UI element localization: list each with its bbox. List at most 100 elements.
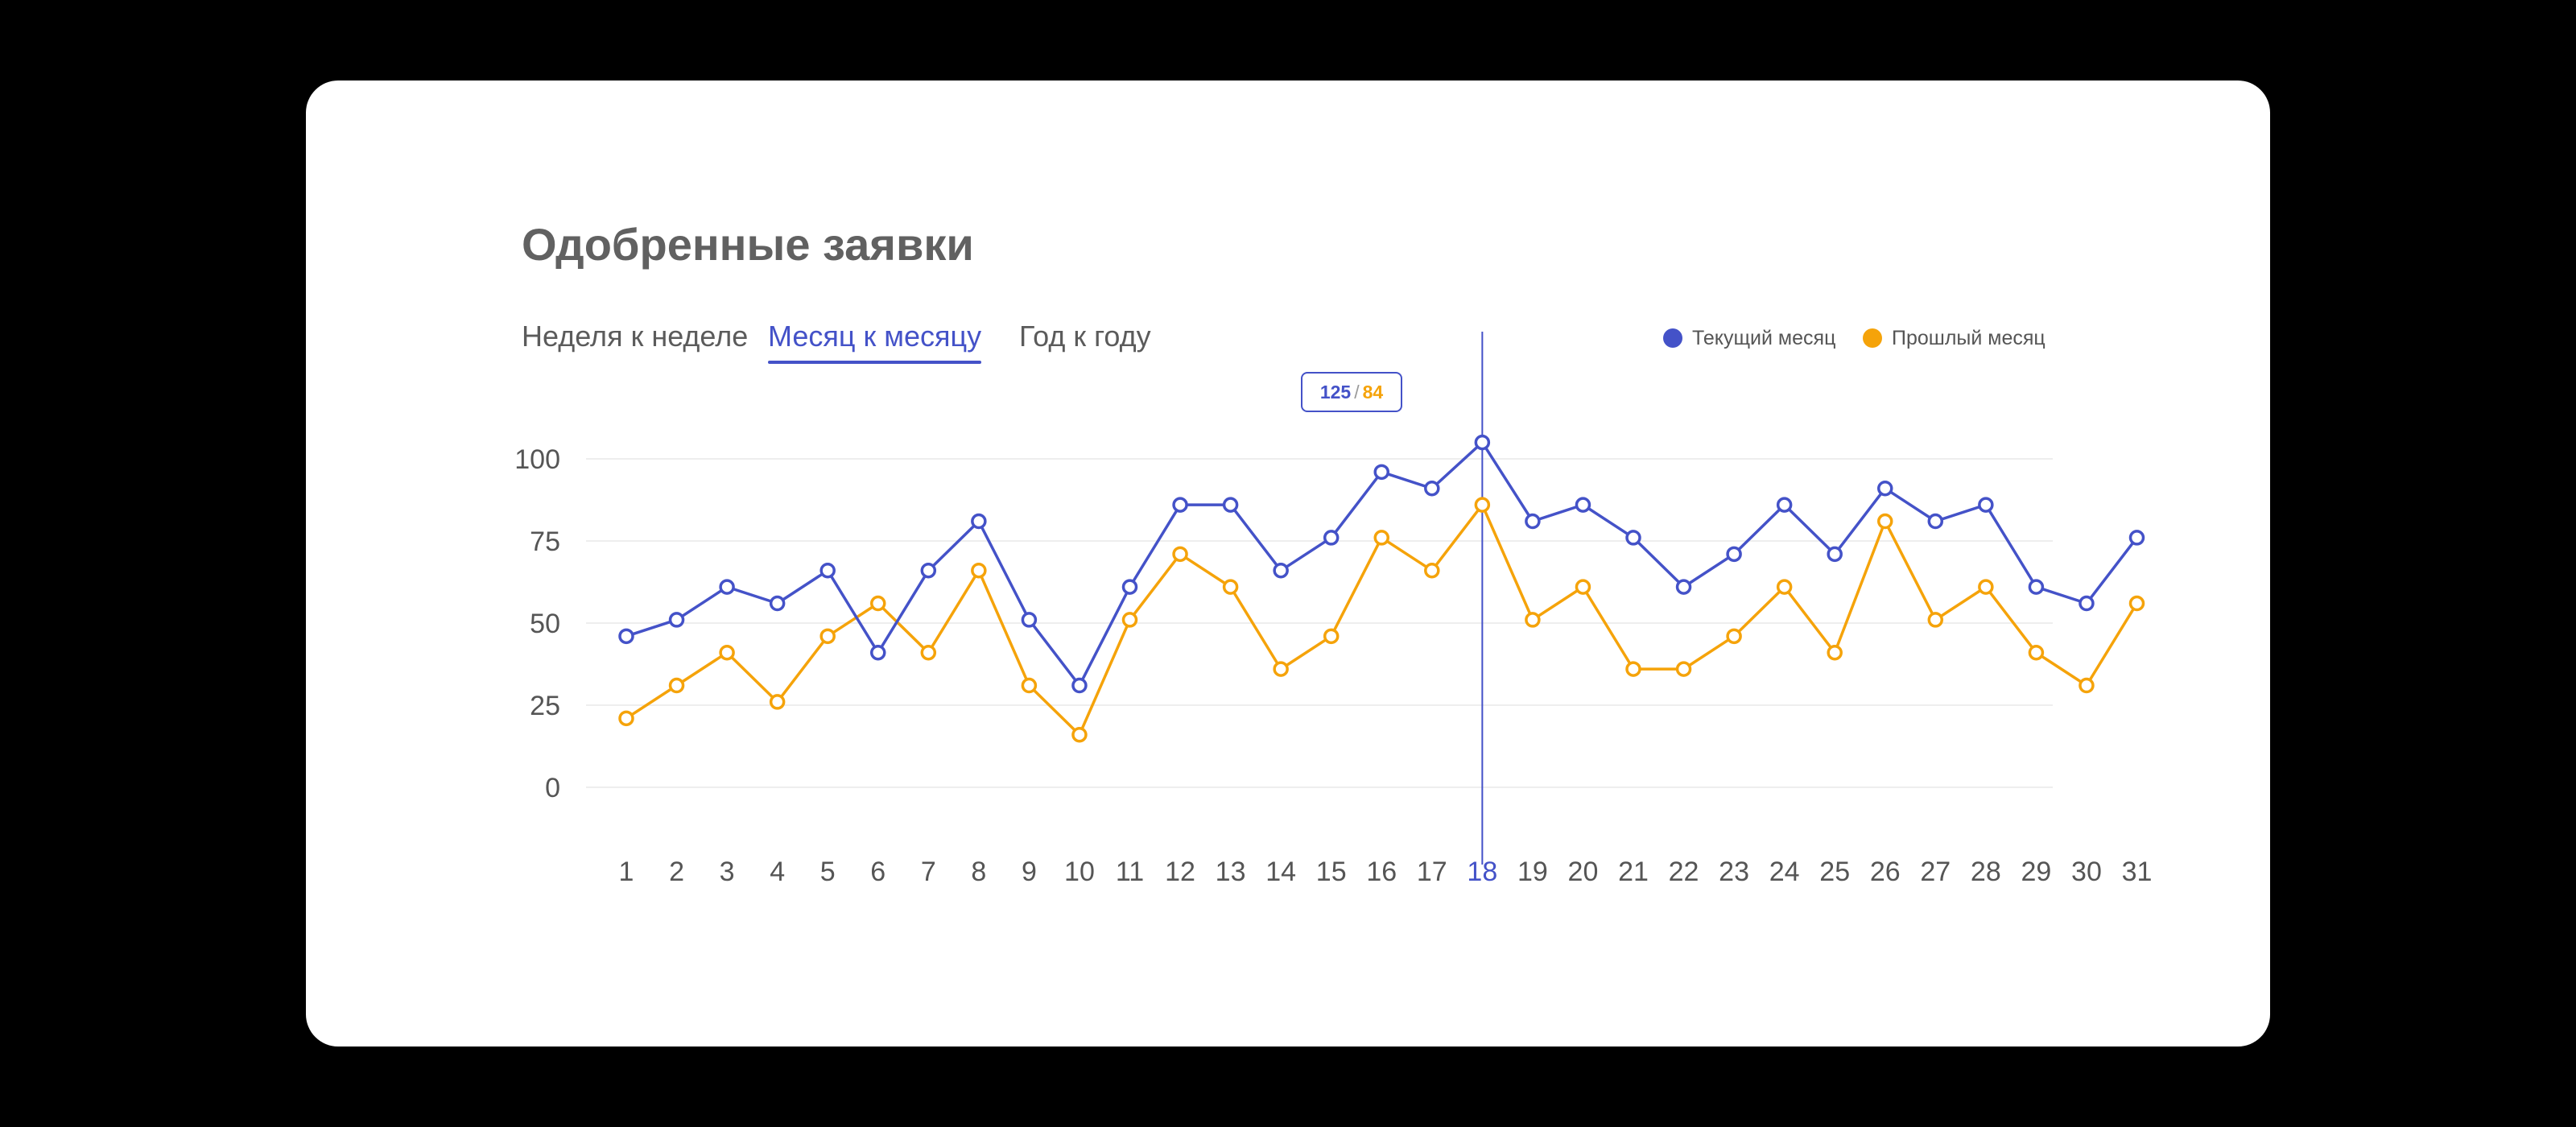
series-previous-month-point: [2028, 644, 2045, 661]
x-tick-label: 2: [669, 857, 684, 887]
series-current-month-point: [1575, 497, 1591, 513]
series-previous-month-point: [1625, 661, 1641, 677]
x-tick-label: 3: [720, 857, 735, 887]
x-tick-label: 19: [1517, 857, 1548, 887]
y-tick-label: 25: [530, 691, 560, 721]
series-current-month-point: [668, 612, 685, 628]
x-tick-label: 23: [1719, 857, 1749, 887]
series-previous-month-point: [1575, 579, 1591, 595]
series-previous-month-point: [769, 694, 786, 710]
x-tick-label: 25: [1819, 857, 1850, 887]
legend-label-current: Текущий месяц: [1692, 327, 1836, 349]
series-current-month-point: [1776, 497, 1793, 513]
y-tick-label: 100: [514, 444, 560, 475]
series-previous-month-point: [870, 595, 886, 612]
tab-week-to-week[interactable]: Неделя к неделе: [522, 322, 748, 351]
series-previous-month-point: [719, 644, 735, 661]
series-current-month-point: [1625, 530, 1641, 546]
series-current-month-point: [819, 562, 836, 579]
legend-dot-previous: [1863, 328, 1882, 348]
series-current-month-point: [1927, 513, 1944, 530]
series-current-month-point: [920, 562, 937, 579]
series-current-month-point: [1273, 562, 1289, 579]
series-previous-month-point: [1273, 661, 1289, 677]
y-tick-label: 50: [530, 609, 560, 639]
series-previous-month-point: [1021, 677, 1038, 694]
series-current-month-point: [1222, 497, 1239, 513]
x-tick-label: 27: [1920, 857, 1951, 887]
x-tick-label: 8: [971, 857, 986, 887]
tooltip-separator: /: [1354, 382, 1360, 402]
series-current-month-point: [618, 628, 634, 645]
series-previous-month-point: [1675, 661, 1692, 677]
x-tick-label: 13: [1216, 857, 1246, 887]
y-tick-label: 0: [545, 773, 560, 803]
x-tick-label: 21: [1618, 857, 1649, 887]
series-previous-month-point: [618, 710, 634, 727]
x-tick-label: 10: [1064, 857, 1095, 887]
series-previous-month-point: [1323, 628, 1340, 645]
series-current-month-point: [870, 644, 886, 661]
x-tick-label: 11: [1116, 857, 1144, 887]
series-previous-month-point: [2128, 595, 2145, 612]
x-tick-label: 7: [921, 857, 936, 887]
x-tick-label: 1: [619, 857, 634, 887]
x-tick-label: 9: [1022, 857, 1037, 887]
series-previous-month-point: [1978, 579, 1994, 595]
tab-label: Неделя к неделе: [522, 320, 749, 353]
series-current-month-point: [2128, 530, 2145, 546]
series-previous-month-point: [1474, 497, 1491, 513]
tab-month-to-month[interactable]: Месяц к месяцу: [768, 322, 982, 364]
series-previous-month-point: [1172, 546, 1188, 563]
x-tick-label: 29: [2021, 857, 2051, 887]
series-previous-month-point: [1222, 579, 1239, 595]
legend-label-previous: Прошлый месяц: [1892, 327, 2046, 349]
series-previous-month-point: [668, 677, 685, 694]
x-tick-label: 24: [1769, 857, 1800, 887]
series-current-month-point: [719, 579, 735, 595]
series-previous-month-point: [1525, 612, 1541, 628]
x-tick-label: 30: [2071, 857, 2102, 887]
series-previous-month-point: [1071, 726, 1088, 743]
series-previous-month-point: [1776, 579, 1793, 595]
chart-card: Одобренные заявки Неделя к неделе Месяц …: [306, 80, 2270, 1046]
series-current-month-point: [1373, 464, 1389, 481]
x-tick-label: 16: [1366, 857, 1397, 887]
x-tick-label: 28: [1971, 857, 2001, 887]
x-tick-label: 4: [770, 857, 785, 887]
series-current-month-point: [971, 513, 987, 530]
series-previous-month-point: [1827, 644, 1843, 661]
tooltip: 125/84: [1301, 372, 1402, 412]
series-current-month-point: [1525, 513, 1541, 530]
page-title: Одобренные заявки: [522, 219, 974, 270]
series-previous-month-point: [971, 562, 987, 579]
tab-year-to-year[interactable]: Год к году: [1019, 322, 1151, 351]
series-current-month-point: [1071, 677, 1088, 694]
series-previous-month-point: [1877, 513, 1893, 530]
series-previous-month-point: [1726, 628, 1742, 645]
x-tick-label: 14: [1265, 857, 1296, 887]
series-current-month-point: [1877, 480, 1893, 497]
series-previous-month-point: [1424, 562, 1440, 579]
series-current-month-point: [769, 595, 786, 612]
series-previous-month-point: [819, 628, 836, 645]
x-tick-label: 26: [1870, 857, 1901, 887]
tooltip-current-value: 125: [1319, 382, 1352, 402]
y-tick-label: 75: [530, 526, 560, 557]
series-previous-month-point: [1373, 530, 1389, 546]
x-tick-label: 15: [1316, 857, 1347, 887]
series-current-month-point: [1121, 579, 1138, 595]
series-current-month-point: [1021, 612, 1038, 628]
x-tick-label: 20: [1568, 857, 1599, 887]
series-current-month-point: [1978, 497, 1994, 513]
series-current-month-point: [1827, 546, 1843, 563]
series-previous-month-point: [1927, 612, 1944, 628]
series-current-month-point: [1675, 579, 1692, 595]
tab-label: Год к году: [1019, 320, 1151, 353]
active-tab-underline: [768, 361, 982, 364]
series-previous-month-point: [2079, 677, 2095, 694]
series-current-month-point: [1726, 546, 1742, 563]
x-tick-label: 12: [1165, 857, 1195, 887]
chart-legend: Текущий месяц Прошлый месяц: [1663, 327, 2046, 359]
